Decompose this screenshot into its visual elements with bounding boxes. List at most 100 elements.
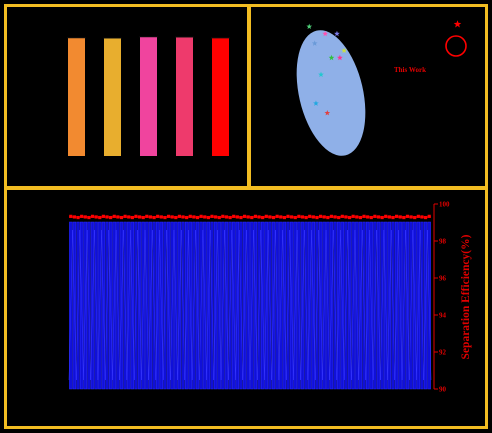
efficiency-point-16 [123,214,127,218]
efficiency-point-97 [416,214,420,218]
efficiency-point-52 [253,214,258,218]
efficiency-point-93 [402,215,406,220]
efficiency-point-79 [351,214,355,218]
data-point-4 [311,40,318,46]
efficiency-point-46 [232,214,236,218]
efficiency-point-29 [170,215,174,219]
efficiency-point-14 [116,215,120,219]
efficiency-point-22 [145,214,149,218]
efficiency-point-98 [420,215,424,219]
efficiency-point-13 [112,214,116,218]
efficiency-point-35 [192,215,196,219]
efficiency-point-99 [423,215,428,220]
efficiency-point-48 [239,215,243,220]
efficiency-point-84 [369,215,373,220]
performance-region [296,30,366,156]
data-point-3 [334,30,340,37]
efficiency-point-53 [257,215,261,219]
efficiency-point-75 [337,215,341,220]
right-axis-label: Separation Efficiency(%) [460,234,472,359]
efficiency-point-47 [235,215,239,219]
bar-chart [67,36,230,157]
efficiency-point-96 [413,215,417,220]
bar-4 [176,37,193,156]
efficiency-point-36 [195,215,200,220]
highlight-circle [445,35,467,57]
efficiency-point-20 [137,215,142,219]
right-tick-label-92: 92 [439,349,447,357]
right-tick-label-98: 98 [439,238,447,246]
panel-efficiency-chart: Separation Efficiency(%) 90 92 94 96 98 100 [4,187,488,429]
efficiency-point-19 [134,214,138,218]
efficiency-point-63 [293,215,297,220]
efficiency-point-18 [130,215,134,220]
efficiency-point-26 [159,215,163,219]
efficiency-point-87 [380,215,384,220]
efficiency-point-25 [156,214,160,218]
efficiency-point-69 [315,215,319,220]
right-tick-label-94: 94 [439,312,447,320]
efficiency-point-86 [376,215,381,219]
efficiency-point-45 [228,215,232,220]
efficiency-point-100 [427,214,431,218]
efficiency-point-39 [206,215,210,220]
efficiency-point-44 [224,215,229,219]
efficiency-point-33 [185,215,189,220]
efficiency-point-6 [87,215,91,220]
efficiency-chart: Separation Efficiency(%) 90 92 94 96 98 100 [68,201,472,394]
efficiency-point-27 [163,215,167,220]
efficiency-point-58 [275,214,279,218]
efficiency-point-71 [322,215,326,219]
efficiency-point-31 [177,214,182,218]
data-point-7 [337,54,343,61]
efficiency-point-24 [152,215,156,220]
efficiency-point-74 [333,215,337,219]
efficiency-point-17 [127,215,131,219]
efficiency-point-51 [250,215,254,220]
efficiency-point-77 [344,215,348,219]
efficiency-point-43 [221,214,225,218]
efficiency-point-72 [326,215,330,220]
data-point-2 [322,30,329,37]
efficiency-point-54 [261,215,265,220]
efficiency-point-78 [347,215,352,220]
efficiency-point-95 [409,215,413,219]
bar-5 [212,37,229,156]
efficiency-point-42 [217,215,221,220]
right-tick-label-90: 90 [439,386,447,394]
annotation-this-work: This Work [394,66,426,74]
bar-hatching [68,229,432,381]
bar-3 [140,36,157,157]
efficiency-point-37 [199,214,203,218]
efficiency-point-67 [308,214,312,218]
efficiency-point-1 [69,214,73,218]
data-point-5 [341,47,347,54]
bar-1 [68,37,85,156]
data-point-6 [328,54,335,61]
efficiency-point-9 [98,215,102,220]
efficiency-point-34 [188,214,192,218]
efficiency-point-85 [373,214,377,218]
efficiency-point-11 [105,215,109,219]
efficiency-point-60 [282,215,286,220]
efficiency-point-70 [318,214,323,218]
efficiency-point-64 [297,214,301,218]
efficiency-point-40 [210,214,214,218]
efficiency-point-50 [246,215,250,219]
efficiency-point-82 [362,214,366,218]
efficiency-point-91 [395,214,399,218]
bar-2 [104,38,121,156]
data-point-9 [313,100,319,106]
efficiency-point-3 [76,215,80,220]
efficiency-point-59 [279,215,283,219]
efficiency-point-23 [148,215,153,219]
efficiency-point-90 [391,215,395,220]
efficiency-point-8 [94,215,98,219]
efficiency-point-28 [166,214,171,218]
efficiency-point-38 [203,215,207,219]
right-tick-label-100: 100 [439,201,450,209]
scatter-chart: This Work [296,20,467,156]
efficiency-point-80 [355,215,359,219]
efficiency-point-73 [329,214,334,218]
efficiency-point-89 [387,215,391,219]
